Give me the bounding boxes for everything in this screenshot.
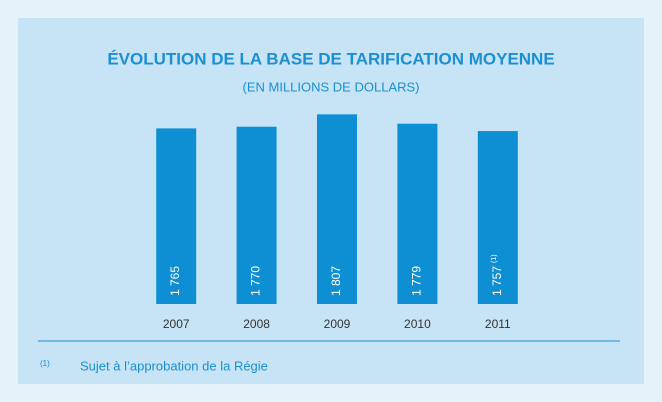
bar: [156, 128, 197, 304]
value-label-text: 1 765: [168, 266, 182, 296]
footnote-text: Sujet à l’approbation de la Régie: [80, 358, 268, 373]
value-label: 1 770: [249, 266, 263, 296]
value-label: 1 765: [168, 266, 182, 296]
x-tick-label: 2011: [485, 317, 511, 331]
chart-subtitle: (EN MILLIONS DE DOLLARS): [243, 79, 420, 94]
value-label-text: 1 807: [329, 266, 343, 296]
bar: [397, 123, 438, 304]
value-label-text: 1 770: [249, 266, 263, 296]
value-label: 1 779: [410, 266, 424, 296]
x-tick-label: 2009: [324, 317, 351, 331]
annotation-marker: (1): [491, 254, 498, 263]
x-tick-label: 2008: [243, 317, 270, 331]
footnote-marker: (1): [40, 359, 50, 368]
value-label-text: 1 757: [490, 266, 504, 296]
value-label: 1 757 (1): [490, 254, 504, 296]
value-label-text: 1 779: [410, 266, 424, 296]
x-tick-label: 2007: [163, 317, 190, 331]
x-tick-label: 2010: [404, 317, 431, 331]
bar: [317, 114, 357, 305]
bar: [236, 126, 277, 304]
bar: [477, 131, 518, 304]
chart-title: ÉVOLUTION DE LA BASE DE TARIFICATION MOY…: [107, 49, 554, 68]
value-label: 1 807: [329, 266, 343, 296]
